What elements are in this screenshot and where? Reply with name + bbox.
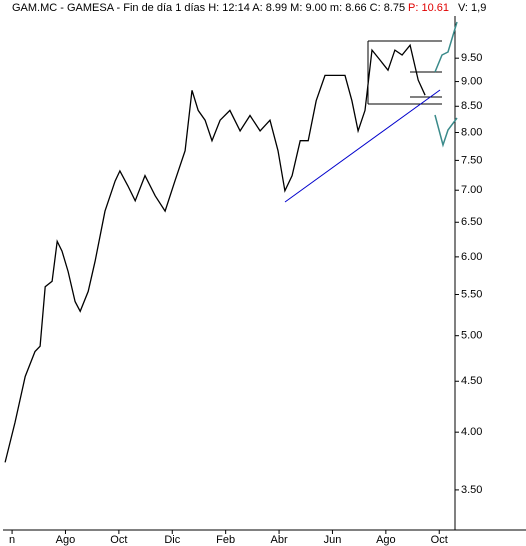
chart-note: V: 1,9: [458, 2, 486, 14]
price-line: [4, 43, 426, 463]
x-tick-label: Oct: [110, 534, 127, 546]
trend-line: [284, 89, 441, 203]
y-tick-label: 9.00: [461, 75, 482, 87]
x-tick-label: Abr: [270, 534, 287, 546]
y-tick-label: 8.50: [461, 100, 482, 112]
x-tick-label: Dic: [164, 534, 180, 546]
x-tick-label: Jun: [324, 534, 342, 546]
chart-subtitle: P: 10.61: [408, 2, 449, 14]
x-tick-label: Ago: [376, 534, 396, 546]
chart-title: GAM.MC - GAMESA - Fin de día 1 días H: 1…: [12, 2, 405, 14]
y-tick-label: 6.00: [461, 251, 482, 263]
x-tick-label: n: [9, 534, 15, 546]
y-tick-label: 9.50: [461, 52, 482, 64]
y-tick-label: 8.00: [461, 126, 482, 138]
y-tick-label: 7.00: [461, 184, 482, 196]
y-tick-label: 5.50: [461, 288, 482, 300]
x-tick-label: Ago: [56, 534, 76, 546]
y-tick-label: 5.00: [461, 330, 482, 342]
x-tick-label: Oct: [431, 534, 448, 546]
y-tick-label: 7.50: [461, 154, 482, 166]
x-tick-label: Feb: [216, 534, 235, 546]
y-tick-label: 3.50: [461, 484, 482, 496]
y-tick-label: 4.50: [461, 375, 482, 387]
drawings: [367, 40, 442, 105]
y-tick-label: 4.00: [461, 426, 482, 438]
arrows: [434, 21, 458, 148]
y-tick-label: 6.50: [461, 216, 482, 228]
